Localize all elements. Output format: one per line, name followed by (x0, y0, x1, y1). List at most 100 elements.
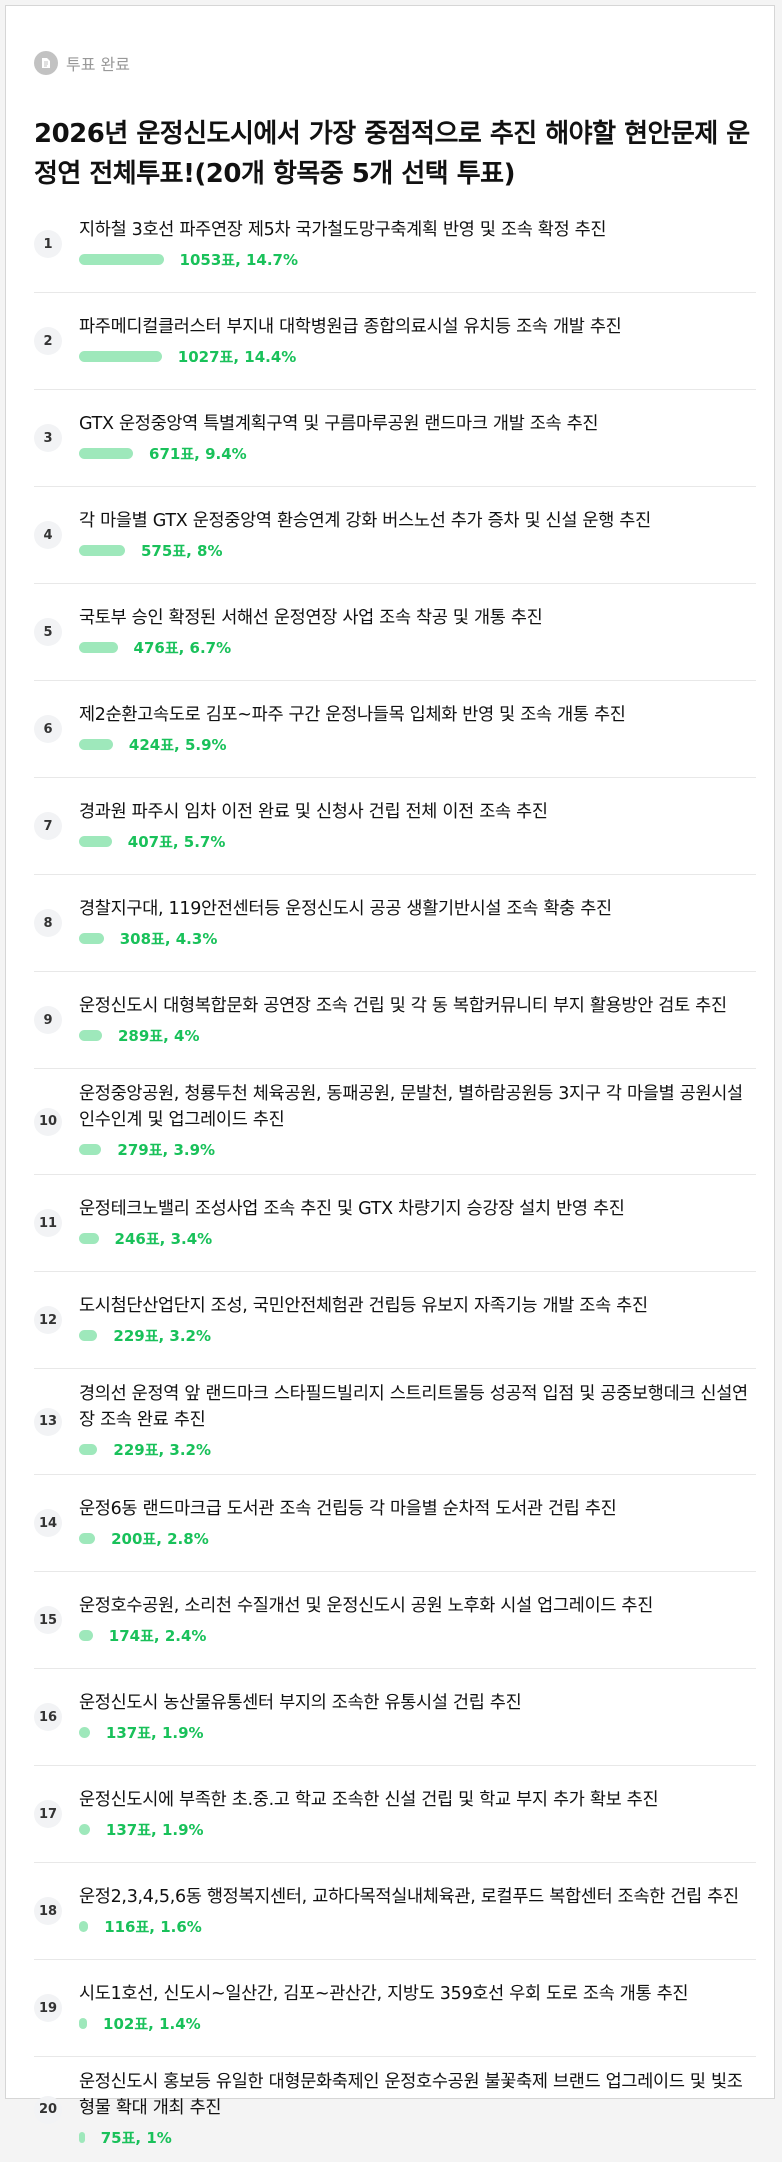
poll-option[interactable]: 4 각 마을별 GTX 운정중앙역 환승연계 강화 버스노선 추가 증차 및 신… (34, 487, 756, 584)
result-bar (79, 1726, 90, 1738)
result-bar (79, 1329, 98, 1341)
poll-option[interactable]: 16 운정신도시 농산물유통센터 부지의 조속한 유통시설 건립 추진 137표… (34, 1669, 756, 1766)
option-result: 1053표, 14.7% (79, 249, 756, 270)
result-bar (79, 1232, 99, 1244)
option-result: 407표, 5.7% (79, 831, 756, 852)
poll-card: 투표 완료 2026년 운정신도시에서 가장 중점적으로 추진 해야할 현안문제… (5, 5, 775, 2147)
poll-option[interactable]: 17 운정신도시에 부족한 초.중.고 학교 조속한 신설 건립 및 학교 부지… (34, 1766, 756, 1863)
option-number: 13 (34, 1407, 62, 1436)
option-label: GTX 운정중앙역 특별계획구역 및 구름마루공원 랜드마크 개발 조속 추진 (79, 413, 599, 434)
option-label: 운정호수공원, 소리천 수질개선 및 운정신도시 공원 노후화 시설 업그레이드… (79, 1595, 654, 1616)
result-count: 137표, 1.9% (105, 1723, 204, 1742)
option-label: 국토부 승인 확정된 서해선 운정연장 사업 조속 착공 및 개통 추진 (79, 607, 543, 628)
result-bar (79, 544, 125, 556)
poll-option[interactable]: 8 경찰지구대, 119안전센터등 운정신도시 공공 생활기반시설 조속 확충 … (34, 875, 756, 972)
option-number: 16 (34, 1703, 62, 1731)
poll-status: 투표 완료 (34, 51, 130, 75)
poll-option[interactable]: 20 운정신도시 홍보등 유일한 대형문화축제인 운정호수공원 불꽃축제 브랜드… (34, 2057, 756, 2162)
poll-option[interactable]: 13 경의선 운정역 앞 랜드마크 스타필드빌리지 스트리트몰등 성공적 입점 … (34, 1369, 756, 1475)
option-number: 8 (34, 909, 62, 937)
option-number: 5 (34, 618, 62, 646)
poll-title: 2026년 운정신도시에서 가장 중점적으로 추진 해야할 현안문제 운정연 전… (34, 119, 750, 189)
option-result: 75표, 1% (79, 2127, 756, 2148)
result-bar (79, 2132, 85, 2143)
option-label: 지하철 3호선 파주연장 제5차 국가철도망구축계획 반영 및 조속 확정 추진 (79, 219, 607, 240)
poll-option[interactable]: 12 도시첨단산업단지 조성, 국민안전체험관 건립등 유보지 자족기능 개발 … (34, 1272, 756, 1369)
option-result: 246표, 3.4% (79, 1228, 756, 1249)
option-result: 102표, 1.4% (79, 2013, 756, 2034)
result-bar (79, 1444, 98, 1455)
option-label: 운정신도시에 부족한 초.중.고 학교 조속한 신설 건립 및 학교 부지 추가… (79, 1789, 659, 1810)
option-result: 671표, 9.4% (79, 443, 756, 464)
option-result: 476표, 6.7% (79, 637, 756, 658)
result-count: 246표, 3.4% (114, 1229, 213, 1248)
poll-option[interactable]: 3 GTX 운정중앙역 특별계획구역 및 구름마루공원 랜드마크 개발 조속 추… (34, 390, 756, 487)
result-count: 200표, 2.8% (111, 1529, 209, 1548)
result-bar (79, 1144, 102, 1155)
option-number: 18 (34, 1897, 62, 1925)
option-result: 137표, 1.9% (79, 1819, 756, 1840)
option-number: 17 (34, 1800, 62, 1828)
result-count: 75표, 1% (100, 2129, 172, 2147)
poll-option[interactable]: 5 국토부 승인 확정된 서해선 운정연장 사업 조속 착공 및 개통 추진 4… (34, 584, 756, 681)
option-result: 137표, 1.9% (79, 1722, 756, 1743)
option-number: 19 (34, 1994, 62, 2022)
result-count: 116표, 1.6% (104, 1917, 202, 1936)
result-count: 174표, 2.4% (108, 1626, 207, 1645)
poll-option[interactable]: 11 운정테크노밸리 조성사업 조속 추진 및 GTX 차량기지 승강장 설치 … (34, 1175, 756, 1272)
result-count: 671표, 9.4% (149, 444, 247, 463)
option-number: 7 (34, 812, 62, 840)
option-label: 파주메디컬클러스터 부지내 대학병원급 종합의료시설 유치등 조속 개발 추진 (79, 316, 622, 337)
result-bar (79, 253, 164, 265)
result-count: 575표, 8% (141, 541, 223, 560)
option-result: 308표, 4.3% (79, 928, 756, 949)
poll-option[interactable]: 9 운정신도시 대형복합문화 공연장 조속 건립 및 각 동 복합커뮤니티 부지… (34, 972, 756, 1069)
result-count: 137표, 1.9% (105, 1820, 204, 1839)
result-count: 424표, 5.9% (128, 735, 227, 754)
option-number: 4 (34, 521, 62, 549)
poll-option[interactable]: 1 지하철 3호선 파주연장 제5차 국가철도망구축계획 반영 및 조속 확정 … (34, 196, 756, 293)
option-result: 229표, 3.2% (79, 1325, 756, 1346)
status-label: 투표 완료 (66, 55, 130, 74)
option-label: 경의선 운정역 앞 랜드마크 스타필드빌리지 스트리트몰등 성공적 입점 및 공… (79, 1384, 748, 1430)
result-bar (79, 1629, 93, 1641)
option-number: 6 (34, 715, 62, 743)
result-count: 289표, 4% (118, 1026, 200, 1045)
result-bar (79, 1823, 90, 1835)
option-label: 운정6동 랜드마크급 도서관 조속 건립등 각 마을별 순차적 도서관 건립 추… (79, 1498, 617, 1519)
vote-complete-icon (34, 51, 58, 75)
result-bar (79, 1920, 89, 1932)
option-result: 229표, 3.2% (79, 1439, 756, 1460)
poll-option[interactable]: 19 시도1호선, 신도시~일산간, 김포~관산간, 지방도 359호선 우회 … (34, 1960, 756, 2057)
result-count: 476표, 6.7% (133, 638, 232, 657)
poll-option[interactable]: 15 운정호수공원, 소리천 수질개선 및 운정신도시 공원 노후화 시설 업그… (34, 1572, 756, 1669)
option-result: 174표, 2.4% (79, 1625, 756, 1646)
option-result: 116표, 1.6% (79, 1916, 756, 1937)
option-label: 경과원 파주시 임차 이전 완료 및 신청사 건립 전체 이전 조속 추진 (79, 801, 548, 822)
option-label: 각 마을별 GTX 운정중앙역 환승연계 강화 버스노선 추가 증차 및 신설 … (79, 510, 651, 531)
result-count: 1027표, 14.4% (177, 347, 297, 366)
poll-options: 1 지하철 3호선 파주연장 제5차 국가철도망구축계획 반영 및 조속 확정 … (34, 196, 756, 2162)
result-bar (79, 447, 134, 459)
option-number: 10 (34, 1107, 62, 1136)
option-number: 2 (34, 327, 62, 355)
result-count: 407표, 5.7% (127, 832, 226, 851)
poll-option[interactable]: 18 운정2,3,4,5,6동 행정복지센터, 교하다목적실내체육관, 로컬푸드… (34, 1863, 756, 1960)
poll-option[interactable]: 2 파주메디컬클러스터 부지내 대학병원급 종합의료시설 유치등 조속 개발 추… (34, 293, 756, 390)
option-result: 424표, 5.9% (79, 734, 756, 755)
poll-option[interactable]: 10 운정중앙공원, 청룡두천 체육공원, 동패공원, 문발천, 별하람공원등 … (34, 1069, 756, 1175)
option-result: 289표, 4% (79, 1025, 756, 1046)
poll-option[interactable]: 7 경과원 파주시 임차 이전 완료 및 신청사 건립 전체 이전 조속 추진 … (34, 778, 756, 875)
poll-option[interactable]: 14 운정6동 랜드마크급 도서관 조속 건립등 각 마을별 순차적 도서관 건… (34, 1475, 756, 1572)
result-bar (79, 932, 104, 944)
result-bar (79, 1029, 102, 1041)
option-number: 9 (34, 1006, 62, 1034)
option-label: 도시첨단산업단지 조성, 국민안전체험관 건립등 유보지 자족기능 개발 조속 … (79, 1295, 648, 1316)
option-label: 경찰지구대, 119안전센터등 운정신도시 공공 생활기반시설 조속 확충 추진 (79, 898, 612, 919)
option-number: 3 (34, 424, 62, 452)
option-number: 14 (34, 1509, 62, 1537)
poll-option[interactable]: 6 제2순환고속도로 김포~파주 구간 운정나들목 입체화 반영 및 조속 개통… (34, 681, 756, 778)
result-bar (79, 641, 118, 653)
option-result: 575표, 8% (79, 540, 756, 561)
option-number: 20 (34, 2095, 62, 2124)
